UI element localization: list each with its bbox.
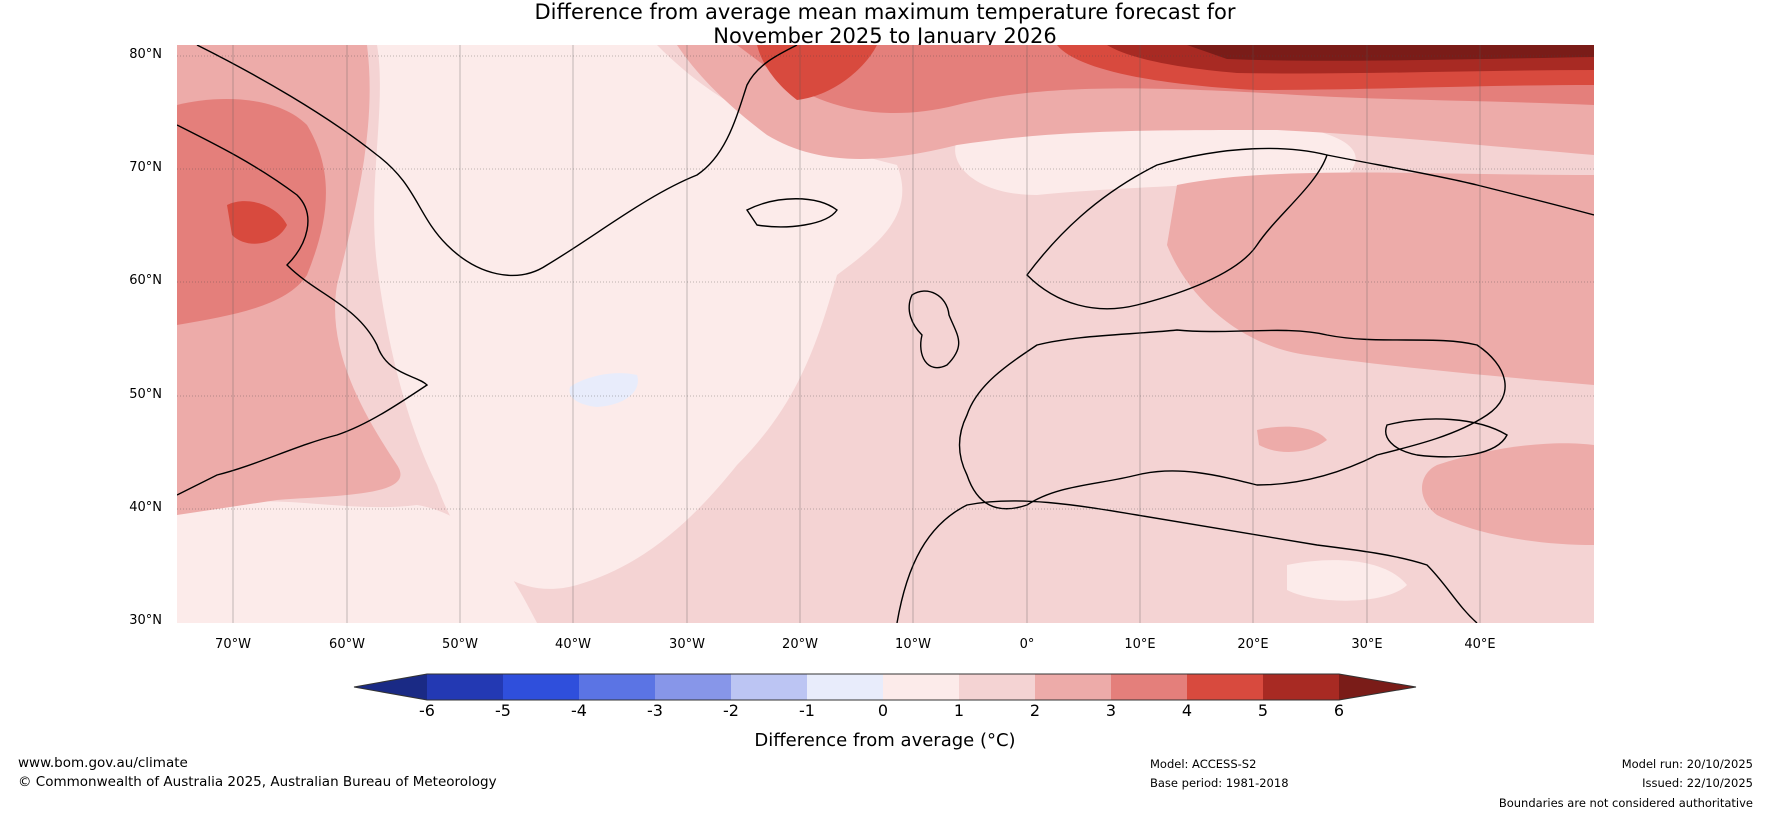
lat-label-70n: 70°N bbox=[129, 160, 162, 175]
anomaly-band-2-3-hungary bbox=[1257, 426, 1327, 452]
anomaly-band-over-6 bbox=[1187, 45, 1594, 61]
coastline-black-sea bbox=[1385, 418, 1508, 458]
lon-label-30e: 30°E bbox=[1351, 637, 1383, 652]
lon-label-30w: 30°W bbox=[669, 637, 705, 652]
lat-label-40n: 40°N bbox=[129, 500, 162, 515]
colorbar-tick-5: 5 bbox=[1257, 701, 1269, 720]
coastlines bbox=[177, 45, 1594, 623]
graticule-meridians bbox=[232, 45, 1481, 623]
lon-label-40w: 40°W bbox=[555, 637, 591, 652]
colorbar-tick-1: 1 bbox=[953, 701, 965, 720]
colorbar-swatch-minus2-minus1 bbox=[731, 674, 807, 700]
colorbar-swatch-0-1 bbox=[883, 674, 959, 700]
anomaly-band-0-1-subtropics bbox=[177, 501, 537, 623]
anomaly-band-neg1-0 bbox=[569, 373, 638, 407]
colorbar-swatch-minus1-0 bbox=[807, 674, 883, 700]
lat-label-50n: 50°N bbox=[129, 387, 162, 402]
model-name: Model: ACCESS-S2 bbox=[1150, 757, 1257, 771]
colorbar-swatch-1-2 bbox=[959, 674, 1035, 700]
colorbar-swatch-2-3 bbox=[1035, 674, 1111, 700]
lat-label-80n: 80°N bbox=[129, 47, 162, 62]
anomaly-band-2-3-turkey bbox=[1422, 443, 1594, 545]
website-link[interactable]: www.bom.gov.au/climate bbox=[18, 755, 188, 771]
colorbar-tick-minus6: -6 bbox=[419, 701, 435, 720]
colorbar-tick-minus3: -3 bbox=[647, 701, 663, 720]
lon-label-20e: 20°E bbox=[1237, 637, 1269, 652]
colorbar-tick-2: 2 bbox=[1029, 701, 1041, 720]
anomaly-band-0-1-atlantic bbox=[374, 45, 903, 589]
colorbar-outline bbox=[353, 673, 1417, 701]
lon-label-50w: 50°W bbox=[442, 637, 478, 652]
base-period: Base period: 1981-2018 bbox=[1150, 776, 1289, 790]
colorbar-swatch-minus5-minus4 bbox=[503, 674, 579, 700]
colorbar-swatch-5-6 bbox=[1263, 674, 1339, 700]
title-line-1: Difference from average mean maximum tem… bbox=[534, 0, 1236, 24]
anomaly-band-4-5-baffin bbox=[227, 201, 287, 244]
lon-label-40e: 40°E bbox=[1464, 637, 1496, 652]
colorbar-swatch-minus3-minus2 bbox=[655, 674, 731, 700]
colorbar-swatch-3-4 bbox=[1111, 674, 1187, 700]
colorbar-tick-minus5: -5 bbox=[495, 701, 511, 720]
copyright-text: © Commonwealth of Australia 2025, Austra… bbox=[18, 774, 497, 790]
anomaly-band-2-3-russia bbox=[1167, 172, 1594, 385]
forecast-map bbox=[177, 45, 1594, 623]
model-run-date: Model run: 20/10/2025 bbox=[1621, 757, 1753, 771]
lon-label-0: 0° bbox=[1019, 637, 1035, 652]
lon-label-20w: 20°W bbox=[782, 637, 818, 652]
colorbar-swatch-minus4-minus3 bbox=[579, 674, 655, 700]
anomaly-band-0-1-mediterranean bbox=[1287, 560, 1407, 601]
lon-label-10w: 10°W bbox=[895, 637, 931, 652]
title-line-2: November 2025 to January 2026 bbox=[713, 24, 1057, 48]
coastline-iceland bbox=[745, 198, 838, 228]
colorbar-tick-minus1: -1 bbox=[799, 701, 815, 720]
coastline-russia-north bbox=[1326, 154, 1594, 216]
coastline-greenland bbox=[196, 45, 798, 277]
anomaly-band-4-5-greenland-east bbox=[757, 45, 877, 100]
lat-label-60n: 60°N bbox=[129, 273, 162, 288]
lon-label-10e: 10°E bbox=[1124, 637, 1156, 652]
map-title: Difference from average mean maximum tem… bbox=[0, 0, 1770, 48]
colorbar-tick-4: 4 bbox=[1181, 701, 1193, 720]
colorbar-lower-extension bbox=[354, 674, 427, 700]
coastline-europe bbox=[958, 329, 1506, 510]
coastline-canada bbox=[177, 124, 429, 496]
colorbar-swatch-4-5 bbox=[1187, 674, 1263, 700]
boundaries-disclaimer: Boundaries are not considered authoritat… bbox=[1498, 796, 1753, 810]
lat-label-30n: 30°N bbox=[129, 613, 162, 628]
colorbar-tick-6: 6 bbox=[1333, 701, 1345, 720]
graticule bbox=[177, 55, 1594, 510]
colorbar-label: Difference from average (°C) bbox=[754, 730, 1016, 751]
colorbar-swatch-minus6-minus5 bbox=[427, 674, 503, 700]
colorbar bbox=[353, 673, 1417, 701]
coastline-north-africa bbox=[896, 500, 1478, 623]
colorbar-tick-3: 3 bbox=[1105, 701, 1117, 720]
colorbar-tick-minus2: -2 bbox=[723, 701, 739, 720]
colorbar-tick-minus4: -4 bbox=[571, 701, 587, 720]
coastline-britain bbox=[908, 290, 960, 369]
lon-label-70w: 70°W bbox=[215, 637, 251, 652]
colorbar-upper-extension bbox=[1339, 674, 1416, 700]
colorbar-tick-0: 0 bbox=[877, 701, 889, 720]
lon-label-60w: 60°W bbox=[329, 637, 365, 652]
issued-date: Issued: 22/10/2025 bbox=[1642, 776, 1753, 790]
coastline-scandinavia bbox=[1026, 147, 1328, 310]
